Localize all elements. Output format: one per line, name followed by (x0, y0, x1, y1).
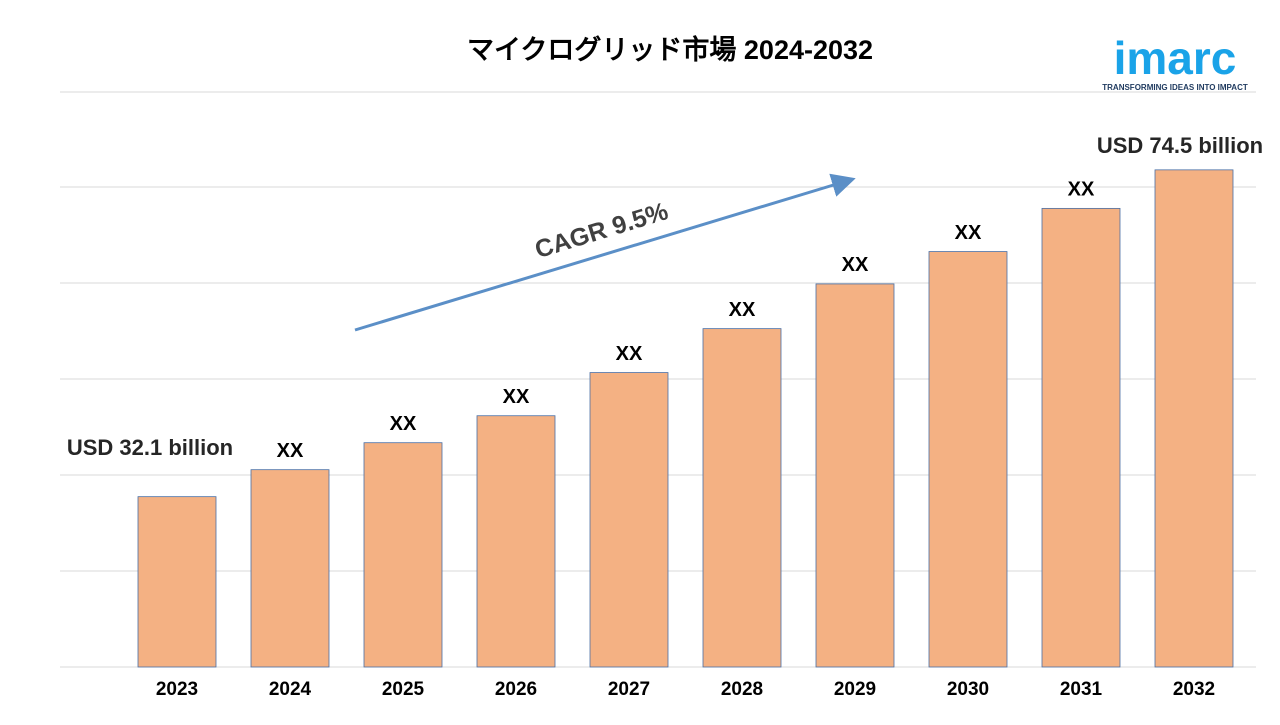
value-label: XX (842, 254, 869, 276)
x-tick-label: 2028 (721, 679, 763, 700)
value-label: XX (1068, 179, 1095, 201)
bar (363, 442, 443, 668)
logo: imarc TRANSFORMING IDEAS INTO IMPACT (1102, 32, 1248, 92)
bar (1041, 207, 1121, 668)
bar (250, 469, 330, 668)
x-tick-label: 2029 (834, 679, 876, 700)
x-tick-label: 2024 (269, 679, 312, 700)
value-label: XX (503, 386, 530, 408)
x-tick-label: 2031 (1060, 679, 1103, 700)
value-label: USD 32.1 billion (67, 435, 233, 460)
x-tick-label: 2023 (156, 679, 198, 700)
x-tick-label: 2032 (1173, 679, 1215, 700)
value-label: XX (616, 343, 643, 365)
value-label: XX (729, 299, 756, 321)
value-label: XX (277, 440, 304, 462)
value-label: USD 74.5 billion (1097, 133, 1263, 158)
bar (589, 372, 669, 668)
value-label: XX (390, 413, 417, 435)
logo-name: imarc (1114, 32, 1237, 84)
x-tick-label: 2030 (947, 679, 989, 700)
bar (476, 415, 556, 668)
cagr-arrow (354, 173, 856, 332)
x-tick-label: 2025 (382, 679, 425, 700)
bar (702, 328, 782, 668)
value-label: XX (955, 222, 982, 244)
bar (815, 283, 895, 668)
bar (928, 251, 1008, 668)
bar (1154, 169, 1234, 668)
logo-tagline: TRANSFORMING IDEAS INTO IMPACT (1102, 83, 1248, 92)
bar (137, 496, 217, 668)
x-tick-label: 2027 (608, 679, 650, 700)
x-tick-label: 2026 (495, 679, 537, 700)
chart-title: マイクログリッド市場 2024-2032 (467, 34, 873, 65)
